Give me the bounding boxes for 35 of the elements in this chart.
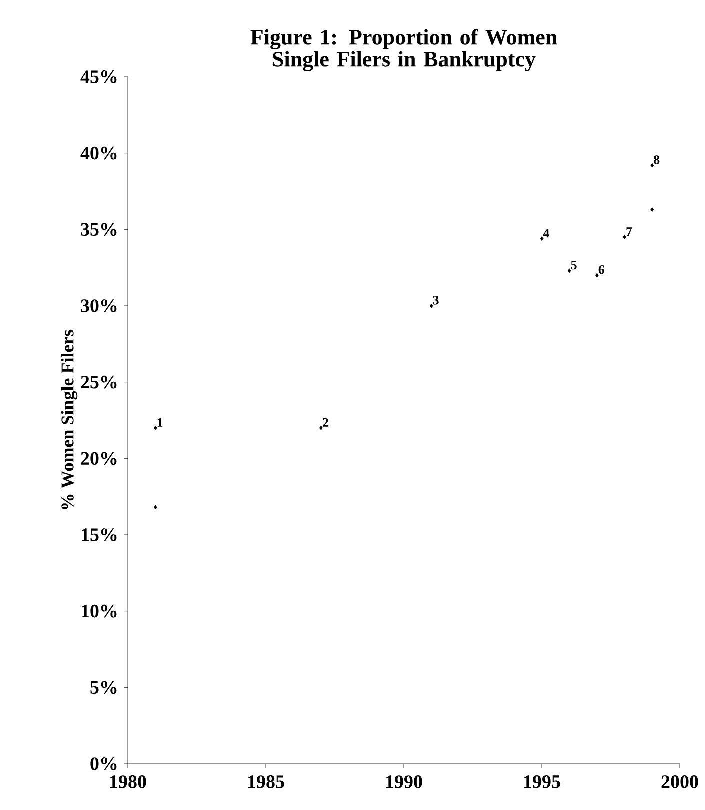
point — [623, 235, 627, 240]
annotation: 5 — [571, 261, 577, 270]
point — [430, 304, 434, 308]
x-tick-label: 1980 — [110, 776, 146, 788]
y-tick-label: 30% — [81, 300, 117, 312]
point — [154, 505, 158, 510]
x-tick-label: 1990 — [386, 776, 422, 788]
y-tick-label: 25% — [81, 376, 117, 389]
point — [596, 273, 599, 278]
point — [540, 236, 544, 242]
x-tick-label: 1995 — [524, 776, 560, 788]
y-tick-label: 20% — [81, 452, 117, 466]
annotation: 4 — [543, 229, 550, 238]
point — [568, 268, 572, 274]
annotation: 6 — [598, 266, 605, 274]
chart-title: Figure 1: Proportion of Women Single Filers in Bankruptcy — [250, 29, 558, 72]
point — [320, 426, 323, 430]
annotation: 2 — [322, 418, 328, 427]
annotation: 8 — [654, 156, 660, 164]
annotation: 3 — [433, 296, 439, 305]
point — [650, 163, 654, 168]
point — [650, 208, 654, 212]
point — [154, 426, 158, 430]
y-tick-label: 10% — [82, 604, 117, 618]
y-axis-title: % Women Single Filers — [61, 330, 78, 510]
y-tick-label: 0% — [90, 758, 117, 770]
annotation: 7 — [626, 228, 632, 236]
annotation: 1 — [158, 418, 163, 427]
x-tick-label: 1985 — [248, 776, 284, 788]
x-tick-label: 2000 — [662, 776, 698, 788]
y-tick-label: 5% — [90, 681, 117, 694]
y-tick-label: 15% — [82, 528, 117, 542]
y-tick-label: 40% — [80, 146, 117, 160]
y-tick-label: 45% — [80, 70, 117, 84]
y-tick-label: 35% — [81, 223, 117, 236]
